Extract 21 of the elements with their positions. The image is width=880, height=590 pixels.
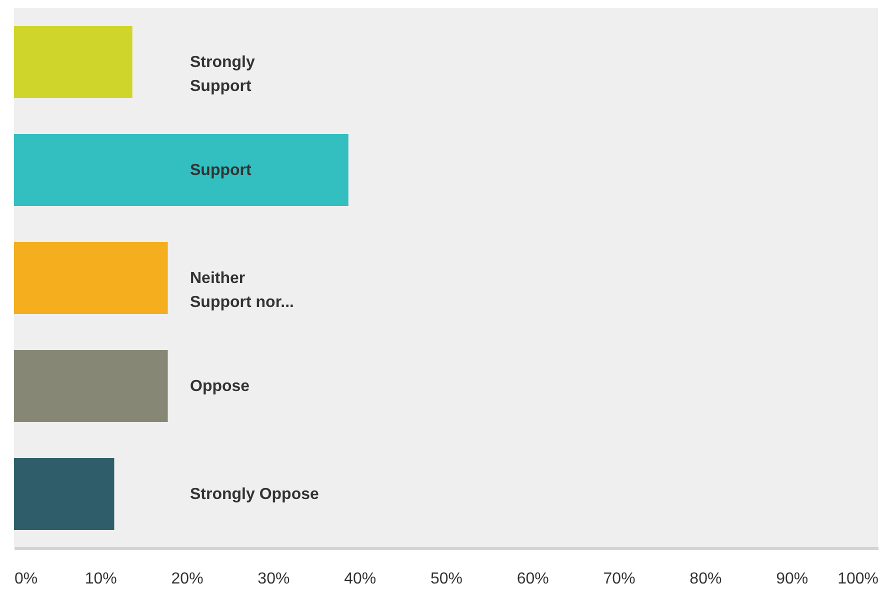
x-tick-label: 70% xyxy=(603,570,636,588)
y-tick-label: Support xyxy=(190,162,252,179)
x-tick-label: 90% xyxy=(776,570,808,588)
x-tick-label: 10% xyxy=(84,570,117,588)
y-tick-label: Strongly Support xyxy=(190,54,255,95)
y-tick-label: Neither Support nor... xyxy=(190,270,294,311)
bar xyxy=(14,26,132,98)
y-tick-label: Oppose xyxy=(190,378,250,395)
y-tick-label: Strongly Oppose xyxy=(190,486,319,503)
x-tick-label: 100% xyxy=(838,570,878,588)
bar xyxy=(14,350,168,422)
x-tick-label: 60% xyxy=(516,570,549,588)
x-tick-label: 80% xyxy=(690,570,722,588)
x-tick-label: 50% xyxy=(430,570,463,588)
x-tick-label: 0% xyxy=(14,570,38,588)
x-tick-label: 40% xyxy=(344,570,376,588)
x-tick-label: 30% xyxy=(258,570,290,588)
bar xyxy=(14,134,348,206)
bar xyxy=(14,242,168,314)
bar xyxy=(14,458,114,530)
x-tick-label: 20% xyxy=(171,570,204,588)
